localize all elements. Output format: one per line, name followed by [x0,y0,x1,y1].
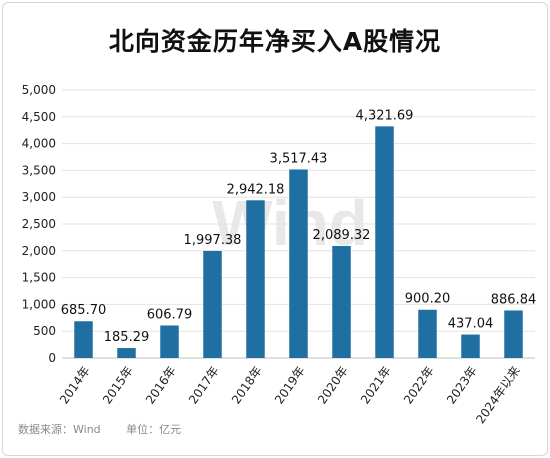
data-label: 4,321.69 [356,108,414,123]
bar [160,325,179,358]
data-label: 1,997.38 [184,233,242,248]
bar [332,246,351,358]
data-label: 2,089.32 [313,228,371,243]
y-tick-label: 1,500 [22,271,56,285]
bar [418,309,437,358]
x-tick-label: 2016年 [143,364,179,407]
x-tick-label: 2021年 [358,364,394,407]
y-tick-label: 3,500 [22,163,56,177]
x-axis: 2014年 2015年 2016年 2017年 2018年 2019年 2020年 2021年… [57,364,523,427]
y-tick-label: 2,000 [22,244,56,258]
x-tick-label: 2020年 [315,364,351,407]
bar [117,348,136,358]
chart-title: 北向资金历年净买入A股情况 [108,27,442,56]
unit-note: 单位：亿元 [126,423,182,436]
data-label: 900.20 [405,292,451,307]
footer: 数据来源：Wind 单位：亿元 [18,421,203,437]
y-tick-label: 0 [48,351,56,365]
x-tick-label: 2022年 [401,364,437,407]
y-tick-label: 4,000 [22,137,56,151]
x-tick-label: 2015年 [100,364,136,407]
bar [375,126,394,358]
x-tick-label: 2018年 [229,364,265,407]
y-tick-label: 3,000 [22,190,56,204]
bar [74,321,93,358]
data-label: 2,942.18 [227,182,285,197]
x-tick-label: 2014年 [57,364,93,407]
x-tick-label: 2023年 [444,364,480,407]
x-tick-label: 2024年以来 [473,364,523,427]
data-label: 606.79 [147,307,193,322]
data-label: 886.84 [491,292,537,307]
y-axis: 0 500 1,000 1,500 2,000 2,500 3,000 3,500 4,000 4… [22,83,56,365]
bar [504,310,523,358]
y-tick-label: 4,500 [22,110,56,124]
data-label: 437.04 [448,317,494,332]
bar [246,200,265,358]
x-tick-label: 2019年 [272,364,308,407]
y-tick-label: 1,000 [22,297,56,311]
source-note: 数据来源：Wind [18,423,101,436]
y-tick-label: 5,000 [22,83,56,97]
bar [461,334,480,358]
bar [289,169,308,358]
y-tick-label: 500 [33,324,56,338]
y-tick-label: 2,500 [22,217,56,231]
bar [203,250,222,358]
x-tick-label: 2017年 [186,364,222,407]
data-label: 685.70 [61,303,107,318]
data-label: 185.29 [104,330,150,345]
bars [74,126,523,358]
data-label: 3,517.43 [270,151,328,166]
value-labels: 685.70 185.29 606.79 1,997.38 2,942.18 3,517.… [61,108,537,345]
